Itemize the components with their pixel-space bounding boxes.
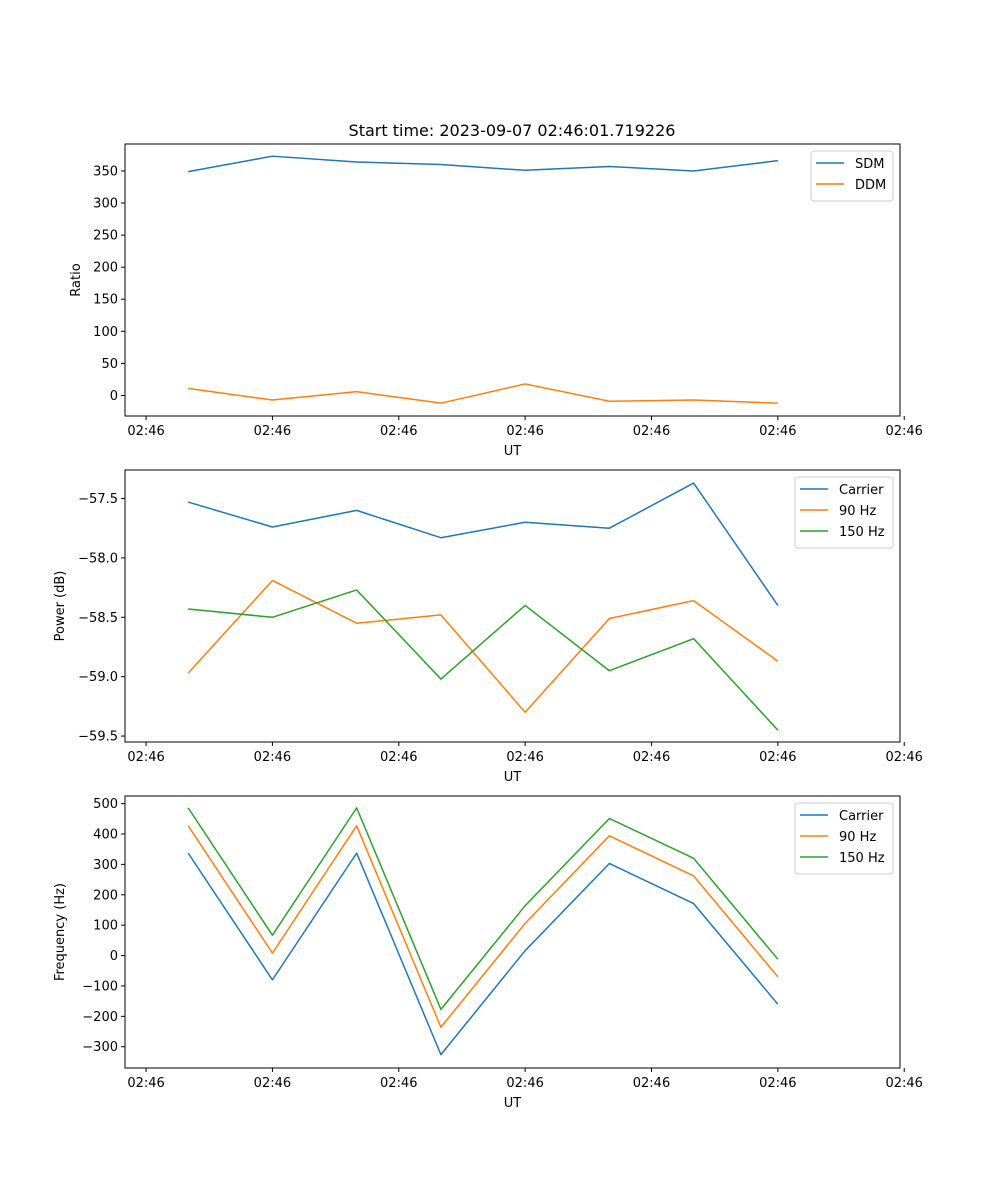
y-tick-label: −59.0 bbox=[78, 670, 118, 685]
x-axis-label: UT bbox=[504, 770, 522, 785]
legend-label: Carrier bbox=[839, 809, 884, 824]
x-tick-label: 02:46 bbox=[633, 424, 670, 439]
x-tick-label: 02:46 bbox=[506, 1076, 543, 1091]
panel-1: 02:4602:4602:4602:4602:4602:4602:4602:47… bbox=[69, 143, 923, 459]
x-tick-label: 02:46 bbox=[633, 1076, 670, 1091]
series-line-carrier bbox=[187, 482, 779, 606]
legend-label: Carrier bbox=[839, 483, 884, 498]
y-tick-label: −100 bbox=[82, 979, 118, 994]
legend: Carrier 90 Hz 150 Hz bbox=[794, 802, 894, 875]
y-tick-label: −200 bbox=[82, 1010, 118, 1025]
x-tick-label: 02:46 bbox=[759, 424, 796, 439]
series-line-90-hz bbox=[187, 825, 779, 1029]
x-axis-label: UT bbox=[504, 444, 522, 459]
series-line-150-hz bbox=[187, 807, 779, 1011]
y-tick-label: −300 bbox=[82, 1040, 118, 1055]
y-tick-label: 0 bbox=[110, 389, 118, 404]
legend: Carrier 90 Hz 150 Hz bbox=[794, 476, 894, 549]
series-line-carrier bbox=[187, 852, 779, 1056]
y-axis-label: Frequency (Hz) bbox=[53, 883, 68, 981]
y-tick-label: 0 bbox=[110, 949, 118, 964]
plot-frame bbox=[124, 469, 901, 743]
x-tick-label: 02:46 bbox=[885, 1076, 922, 1091]
x-tick-label: 02:46 bbox=[127, 1076, 164, 1091]
y-tick-label: 250 bbox=[93, 229, 118, 244]
x-tick-label: 02:46 bbox=[127, 424, 164, 439]
y-axis-label: Ratio bbox=[69, 263, 84, 296]
x-tick-label: 02:46 bbox=[254, 1076, 291, 1091]
x-tick-label: 02:46 bbox=[380, 424, 417, 439]
y-tick-label: 300 bbox=[93, 858, 118, 873]
figure-title: Start time: 2023-09-07 02:46:01.719226 bbox=[349, 121, 676, 140]
y-tick-label: 150 bbox=[93, 293, 118, 308]
y-tick-label: −58.0 bbox=[78, 551, 118, 566]
legend-label: 150 Hz bbox=[839, 525, 885, 540]
series-line-ddm bbox=[188, 383, 778, 404]
y-tick-label: −57.5 bbox=[78, 492, 118, 507]
y-tick-label: 100 bbox=[93, 325, 118, 340]
x-tick-label: 02:46 bbox=[885, 750, 922, 765]
legend: SDM DDM bbox=[810, 150, 894, 202]
y-tick-label: 50 bbox=[101, 357, 118, 372]
panel-2: 02:4602:4602:4602:4602:4602:4602:4602:47… bbox=[53, 469, 923, 785]
x-tick-label: 02:46 bbox=[127, 750, 164, 765]
y-tick-label: −59.5 bbox=[78, 730, 118, 745]
y-tick-label: −58.5 bbox=[78, 611, 118, 626]
y-tick-label: 350 bbox=[93, 164, 118, 179]
x-tick-label: 02:46 bbox=[759, 750, 796, 765]
x-tick-label: 02:46 bbox=[759, 1076, 796, 1091]
y-tick-label: 200 bbox=[93, 261, 118, 276]
legend-label: 90 Hz bbox=[839, 830, 876, 845]
x-tick-label: 02:46 bbox=[506, 424, 543, 439]
series-line-90-hz bbox=[187, 579, 779, 714]
y-tick-label: 300 bbox=[93, 197, 118, 212]
legend-label: SDM bbox=[855, 157, 884, 172]
series-line-150-hz bbox=[188, 589, 779, 731]
legend-label: DDM bbox=[855, 178, 886, 193]
y-tick-label: 200 bbox=[93, 888, 118, 903]
legend-label: 150 Hz bbox=[839, 851, 885, 866]
plot-frame bbox=[124, 143, 901, 417]
x-tick-label: 02:46 bbox=[885, 424, 922, 439]
y-tick-label: 500 bbox=[93, 797, 118, 812]
y-tick-label: 400 bbox=[93, 827, 118, 842]
x-tick-label: 02:46 bbox=[633, 750, 670, 765]
x-tick-label: 02:46 bbox=[254, 750, 291, 765]
legend-label: 90 Hz bbox=[839, 504, 876, 519]
y-tick-label: 100 bbox=[93, 919, 118, 934]
plot-frame bbox=[124, 795, 901, 1069]
x-tick-label: 02:46 bbox=[506, 750, 543, 765]
panel-3: 02:4602:4602:4602:4602:4602:4602:4602:47… bbox=[53, 795, 923, 1111]
y-axis-label: Power (dB) bbox=[53, 571, 68, 642]
x-tick-label: 02:46 bbox=[380, 1076, 417, 1091]
x-tick-label: 02:46 bbox=[380, 750, 417, 765]
x-axis-label: UT bbox=[504, 1096, 522, 1111]
series-line-sdm bbox=[188, 155, 778, 173]
x-tick-label: 02:46 bbox=[254, 424, 291, 439]
